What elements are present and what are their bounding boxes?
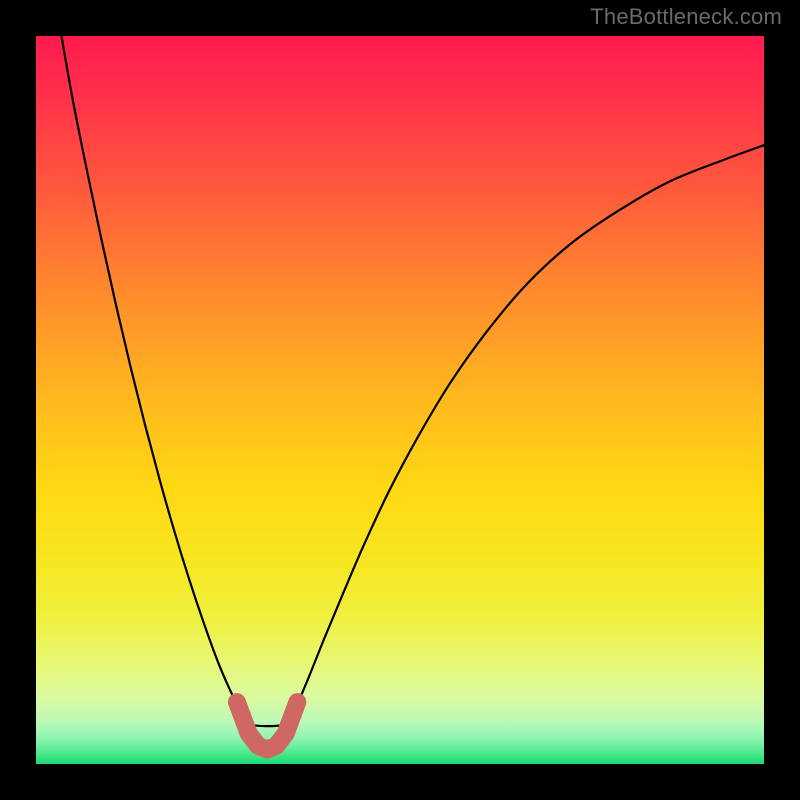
plot-svg	[36, 36, 764, 764]
plot-area	[36, 36, 764, 764]
watermark-text: TheBottleneck.com	[590, 4, 782, 30]
bottleneck-curve	[61, 36, 764, 726]
